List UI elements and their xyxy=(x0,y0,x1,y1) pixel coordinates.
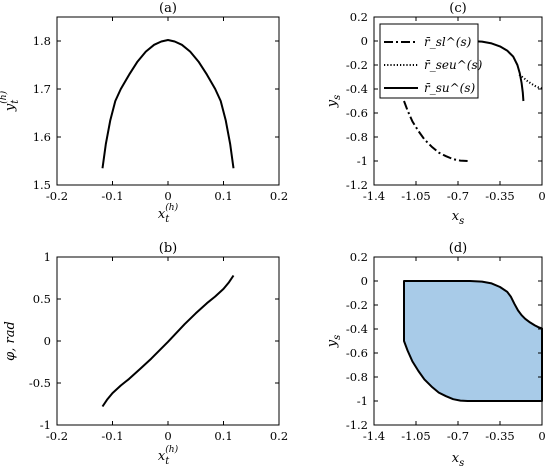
y-tick-label: 1 xyxy=(44,250,51,264)
x-tick-label: 0.1 xyxy=(214,429,232,443)
x-tick-label: -0.2 xyxy=(46,189,68,203)
x-tick-label: -0.1 xyxy=(101,429,123,443)
y-tick-label: -1 xyxy=(357,154,368,168)
y-tick-label: -0.8 xyxy=(346,370,368,384)
legend-label: r̄_sl^(s) xyxy=(424,35,472,49)
x-tick-label: -1.05 xyxy=(401,429,431,443)
y-tick-label: -1 xyxy=(357,394,368,408)
y-tick-label: 1.7 xyxy=(33,82,51,96)
x-tick-label: 0.2 xyxy=(270,429,288,443)
x-tick-label: -0.7 xyxy=(447,429,469,443)
x-axis-title-b: xt(h) xyxy=(158,444,179,467)
ticks-d: -1.4 -1.05 -0.7 -0.35 0 -1.2 -1 -0.8 -0.6 -0.4 -0.… xyxy=(346,250,546,443)
x-tick-label: -1.05 xyxy=(401,189,431,203)
series-line xyxy=(518,73,543,90)
legend-label: r̄_su^(s) xyxy=(424,81,476,95)
marks-b xyxy=(101,274,235,408)
marks-d xyxy=(403,280,543,402)
series-line xyxy=(403,100,468,162)
legend-label: r̄_seu^(s) xyxy=(424,58,483,72)
y-axis-title-d: ys xyxy=(325,335,343,349)
y-tick-label: -0.5 xyxy=(29,376,51,390)
series-line xyxy=(469,40,525,102)
y-tick-label: -0.4 xyxy=(346,322,368,336)
marks-a xyxy=(101,39,235,169)
series-line xyxy=(101,274,235,408)
legend-box xyxy=(379,23,479,99)
ticks-c: -1.4 -1.05 -0.7 -0.35 0 -1.2 -1 -0.8 -0.6 -0.4 -0.… xyxy=(346,10,546,203)
x-tick-label: -0.35 xyxy=(485,429,515,443)
x-tick-label: -0.1 xyxy=(101,189,123,203)
marks-c xyxy=(403,40,543,162)
y-tick-label: 1.6 xyxy=(33,130,51,144)
y-tick-label: -1.2 xyxy=(346,178,368,192)
legend-c: r̄_sl^(s) r̄_seu^(s) r̄_su^(s) xyxy=(379,23,483,99)
ticks-a: -0.2 -0.1 0 0.1 0.2 1.5 1.6 1.7 1.8 xyxy=(33,17,288,203)
y-tick-label: -0.6 xyxy=(346,346,368,360)
y-tick-label: 0.2 xyxy=(350,10,368,24)
x-tick-label: 0 xyxy=(538,429,545,443)
y-tick-label: -0.4 xyxy=(346,82,368,96)
y-tick-label: 0 xyxy=(44,334,51,348)
ticks-b: -0.2 -0.1 0 0.1 0.2 -1 -0.5 0 0.5 1 xyxy=(29,250,288,443)
x-tick-label: 0 xyxy=(164,189,171,203)
y-tick-label: 0 xyxy=(361,274,368,288)
panel-title-d: (d) xyxy=(449,241,467,256)
x-axis-title-a: xt(h) xyxy=(158,202,179,225)
x-tick-label: 0.1 xyxy=(214,189,232,203)
panel-title-a: (a) xyxy=(159,1,177,16)
y-tick-label: -1.2 xyxy=(346,418,368,432)
panel-c: -1.4 -1.05 -0.7 -0.35 0 -1.2 -1 -0.8 -0.6 -0.4 -0.… xyxy=(325,1,546,227)
x-tick-label: 0 xyxy=(538,189,545,203)
series-line xyxy=(101,39,235,169)
y-tick-label: 0.5 xyxy=(33,292,51,306)
x-axis-title-d: xs xyxy=(452,451,464,469)
plot-frame-a xyxy=(56,16,280,186)
x-tick-label: -1.4 xyxy=(363,189,385,203)
y-tick-label: 1.8 xyxy=(33,34,51,48)
region-fill xyxy=(403,280,543,402)
panel-a: -0.2 -0.1 0 0.1 0.2 1.5 1.6 1.7 1.8 (a) xt(h) yt… xyxy=(0,1,288,225)
panel-title-b: (b) xyxy=(159,241,177,256)
x-tick-label: 0.2 xyxy=(270,189,288,203)
y-tick-label: 1.5 xyxy=(33,178,51,192)
panel-b: -0.2 -0.1 0 0.1 0.2 -1 -0.5 0 0.5 1 (b) xt(h) φ, … xyxy=(3,241,288,467)
y-tick-label: -0.8 xyxy=(346,130,368,144)
x-tick-label: -0.2 xyxy=(46,429,68,443)
y-tick-label: 0.2 xyxy=(350,250,368,264)
x-tick-label: 0 xyxy=(164,429,171,443)
panel-title-c: (c) xyxy=(449,1,466,16)
x-tick-label: -0.7 xyxy=(447,189,469,203)
y-axis-title-c: ys xyxy=(325,95,343,109)
y-axis-title-a: yt(h) xyxy=(0,90,21,112)
x-axis-title-c: xs xyxy=(452,209,464,227)
y-tick-label: -1 xyxy=(40,418,51,432)
x-tick-label: -0.35 xyxy=(485,189,515,203)
y-tick-label: 0 xyxy=(361,34,368,48)
x-tick-label: -1.4 xyxy=(363,429,385,443)
y-tick-label: -0.2 xyxy=(346,58,368,72)
panel-d: -1.4 -1.05 -0.7 -0.35 0 -1.2 -1 -0.8 -0.6 -0.4 -0.… xyxy=(325,241,546,469)
y-axis-title-b: φ, rad xyxy=(3,321,18,361)
y-tick-label: -0.2 xyxy=(346,298,368,312)
y-tick-label: -0.6 xyxy=(346,106,368,120)
